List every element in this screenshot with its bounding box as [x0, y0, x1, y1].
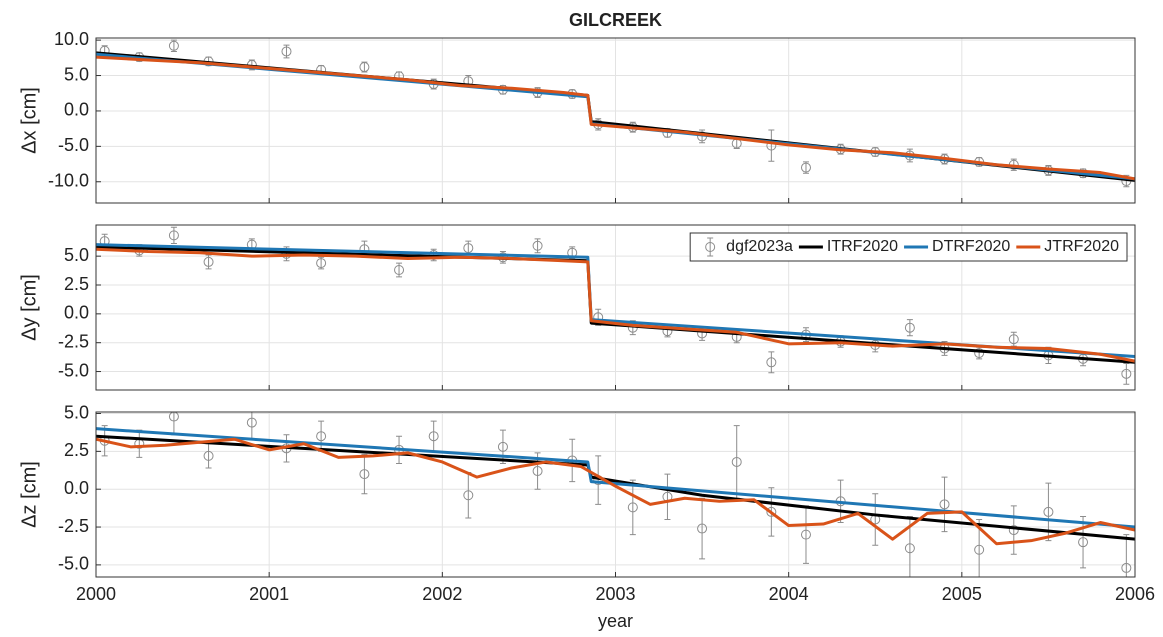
- plot-marks: [96, 39, 1135, 188]
- y-tick-label: -5.0: [58, 554, 89, 574]
- data-point: [316, 431, 327, 442]
- data-point: [359, 469, 370, 480]
- y-tick-label: 0.0: [64, 100, 89, 120]
- data-point: [974, 544, 985, 555]
- data-point: [766, 506, 777, 517]
- legend-swatch: [707, 237, 714, 257]
- data-point: [974, 348, 985, 359]
- x-tick-label: 2003: [595, 584, 635, 604]
- legend-label: ITRF2020: [827, 238, 898, 255]
- data-point: [532, 466, 543, 477]
- y-axis-label: Δy [cm]: [18, 274, 40, 341]
- data-point: [939, 499, 950, 510]
- data-point: [359, 62, 370, 73]
- error-bar: [361, 453, 368, 495]
- data-point: [1078, 537, 1089, 548]
- error-bar: [1080, 515, 1087, 569]
- error-bar: [872, 493, 879, 546]
- data-point: [766, 357, 777, 368]
- plot-marks: [96, 412, 1135, 577]
- data-point: [281, 46, 292, 57]
- data-point: [1043, 506, 1054, 517]
- data-point: [168, 40, 179, 51]
- x-axis-label: year: [598, 611, 633, 631]
- error-bar: [595, 455, 602, 505]
- data-point: [731, 456, 742, 467]
- data-point: [904, 322, 915, 333]
- legend: dgf2023a ITRF2020 DTRF2020 JTRF2020: [689, 232, 1128, 262]
- data-point: [497, 441, 508, 452]
- data-point: [1008, 334, 1019, 345]
- y-tick-label: 0.0: [64, 303, 89, 323]
- error-bar: [170, 226, 177, 244]
- chart-title: GILCREEK: [569, 10, 662, 30]
- error-bar: [629, 479, 636, 536]
- plot-frame: [95, 37, 1136, 204]
- error-bar: [318, 256, 325, 270]
- plot-frame: [95, 411, 1136, 578]
- error-bar: [802, 161, 809, 174]
- x-tick-label: 2006: [1115, 584, 1155, 604]
- error-bar: [1123, 362, 1130, 385]
- plot-marks: [96, 226, 1135, 385]
- data-point: [627, 502, 638, 513]
- data-point: [463, 243, 474, 254]
- data-point: [394, 265, 405, 275]
- data-point: [1121, 562, 1132, 573]
- series-line: [96, 247, 1135, 363]
- y-tick-label: 5.0: [64, 245, 89, 265]
- y-tick-label: 2.5: [64, 440, 89, 460]
- y-tick-label: 5.0: [64, 402, 89, 422]
- legend-label: JTRF2020: [1044, 238, 1119, 255]
- legend-label: dgf2023a: [726, 238, 793, 255]
- y-tick-label: -5.0: [58, 135, 89, 155]
- x-tick-label: 2004: [769, 584, 809, 604]
- series-line: [96, 437, 1135, 546]
- data-point: [428, 431, 439, 442]
- data-point: [1121, 368, 1132, 379]
- error-bar: [499, 429, 506, 464]
- data-point: [904, 543, 915, 554]
- error-bar: [768, 351, 775, 374]
- y-tick-label: -10.0: [48, 171, 89, 191]
- x-tick-label: 2002: [422, 584, 462, 604]
- legend-swatch: [705, 242, 716, 252]
- x-tick-label: 2000: [76, 584, 116, 604]
- series-line: [96, 55, 1135, 181]
- error-bar: [768, 129, 775, 162]
- y-tick-label: 0.0: [64, 478, 89, 498]
- data-point: [697, 523, 708, 534]
- y-tick-label: -2.5: [58, 331, 89, 351]
- y-axis-label: Δx [cm]: [18, 87, 40, 154]
- data-point: [203, 450, 214, 461]
- data-point: [316, 258, 327, 269]
- x-tick-label: 2005: [942, 584, 982, 604]
- y-tick-label: 2.5: [64, 274, 89, 294]
- data-point: [246, 417, 257, 428]
- error-bar: [1123, 534, 1130, 577]
- data-point: [1008, 525, 1019, 536]
- data-point: [800, 162, 811, 173]
- error-bar: [1010, 505, 1017, 555]
- y-tick-label: 10.0: [54, 29, 89, 49]
- data-point: [168, 230, 179, 241]
- y-tick-label: -5.0: [58, 360, 89, 380]
- y-tick-label: 5.0: [64, 64, 89, 84]
- y-tick-label: -2.5: [58, 516, 89, 536]
- error-bar: [170, 39, 177, 52]
- x-tick-label: 2001: [249, 584, 289, 604]
- error-bar: [906, 319, 913, 337]
- y-axis-label: Δz [cm]: [18, 461, 40, 528]
- error-bar: [664, 473, 671, 520]
- data-point: [203, 256, 214, 267]
- legend-label: DTRF2020: [932, 238, 1010, 255]
- plot-frame: [95, 224, 1136, 391]
- data-point: [463, 490, 474, 501]
- data-point: [800, 529, 811, 540]
- data-point: [532, 240, 543, 251]
